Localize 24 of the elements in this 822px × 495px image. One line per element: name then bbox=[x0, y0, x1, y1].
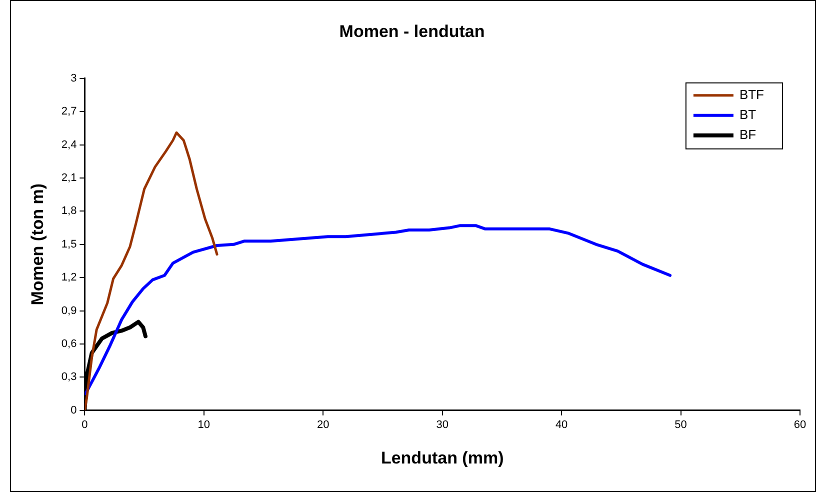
y-tick-label: 0 bbox=[70, 404, 77, 416]
x-tick-label: 0 bbox=[82, 419, 88, 432]
x-tick-label: 20 bbox=[317, 419, 330, 432]
x-tick-label: 10 bbox=[198, 419, 210, 432]
y-tick-label: 2,4 bbox=[61, 138, 77, 151]
x-tick-label: 60 bbox=[794, 419, 806, 432]
y-tick-label: 1,5 bbox=[61, 238, 77, 250]
y-tick-label: 0,3 bbox=[61, 371, 77, 384]
y-tick-label: 2,7 bbox=[61, 106, 77, 118]
y-tick-label: 0,6 bbox=[61, 338, 77, 350]
legend-label: BF bbox=[739, 126, 756, 142]
x-axis-title: Lendutan (mm) bbox=[380, 448, 504, 468]
legend-label: BT bbox=[739, 106, 756, 122]
y-tick-label: 1,8 bbox=[61, 205, 77, 218]
y-axis-title: Momen (ton m) bbox=[28, 183, 47, 306]
x-tick-label: 40 bbox=[555, 419, 568, 432]
y-tick-label: 1,2 bbox=[61, 272, 77, 284]
y-tick-label: 3 bbox=[70, 72, 77, 84]
x-tick-label: 30 bbox=[436, 419, 448, 432]
y-tick-label: 2,1 bbox=[61, 172, 77, 184]
y-tick-label: 0,9 bbox=[61, 304, 77, 317]
x-tick-label: 50 bbox=[674, 419, 687, 432]
legend-label: BTF bbox=[739, 86, 764, 102]
chart-title: Momen - lendutan bbox=[339, 22, 485, 41]
